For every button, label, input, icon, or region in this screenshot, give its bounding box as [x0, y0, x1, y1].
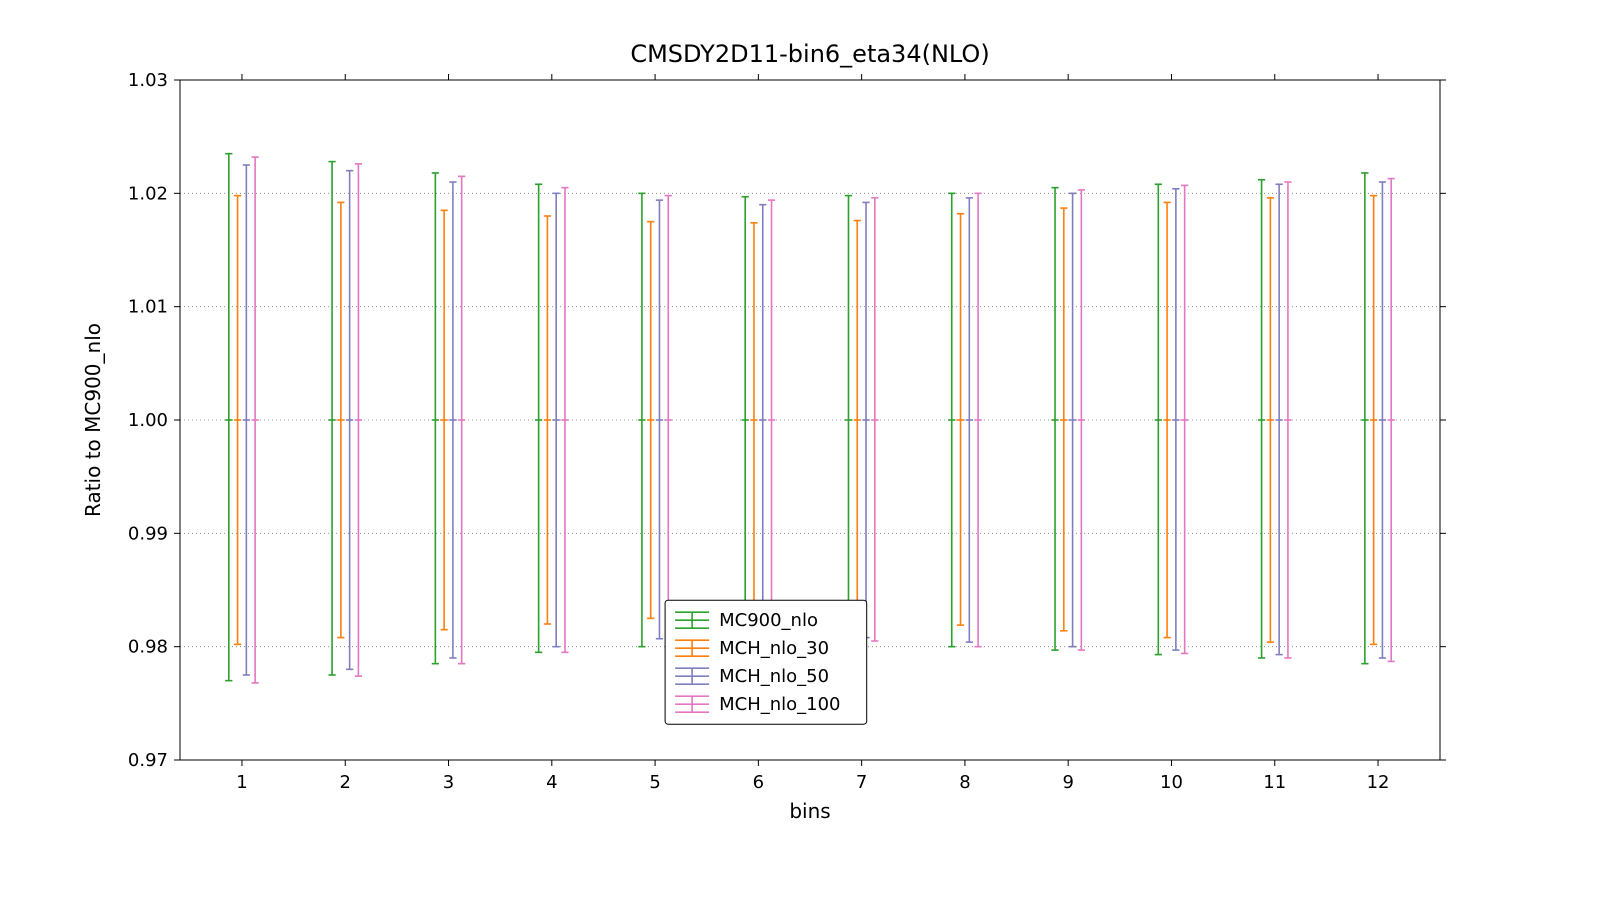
ytick-label: 1.03 — [128, 70, 168, 91]
chart-container: 0.970.980.991.001.011.021.03123456789101… — [0, 0, 1600, 900]
xtick-label: 11 — [1263, 772, 1286, 793]
xtick-label: 5 — [649, 772, 660, 793]
legend-label: MC900_nlo — [719, 610, 818, 631]
ytick-label: 1.01 — [128, 297, 168, 318]
y-axis-label: Ratio to MC900_nlo — [81, 323, 105, 517]
x-axis-label: bins — [789, 799, 830, 823]
xtick-label: 4 — [546, 772, 557, 793]
chart-svg: 0.970.980.991.001.011.021.03123456789101… — [0, 0, 1600, 900]
ytick-label: 0.97 — [128, 750, 168, 771]
xtick-label: 8 — [959, 772, 970, 793]
xtick-label: 2 — [340, 772, 351, 793]
ytick-label: 0.98 — [128, 637, 168, 658]
chart-title: CMSDY2D11-bin6_eta34(NLO) — [630, 40, 989, 68]
legend-label: MCH_nlo_50 — [719, 666, 829, 687]
ytick-label: 1.00 — [128, 410, 168, 431]
xtick-label: 3 — [443, 772, 454, 793]
legend-label: MCH_nlo_100 — [719, 694, 840, 715]
xtick-label: 1 — [236, 772, 247, 793]
legend-label: MCH_nlo_30 — [719, 638, 829, 659]
xtick-label: 10 — [1160, 772, 1183, 793]
xtick-label: 9 — [1062, 772, 1073, 793]
ytick-label: 0.99 — [128, 523, 168, 544]
xtick-label: 12 — [1367, 772, 1390, 793]
ytick-label: 1.02 — [128, 183, 168, 204]
xtick-label: 6 — [753, 772, 764, 793]
xtick-label: 7 — [856, 772, 867, 793]
